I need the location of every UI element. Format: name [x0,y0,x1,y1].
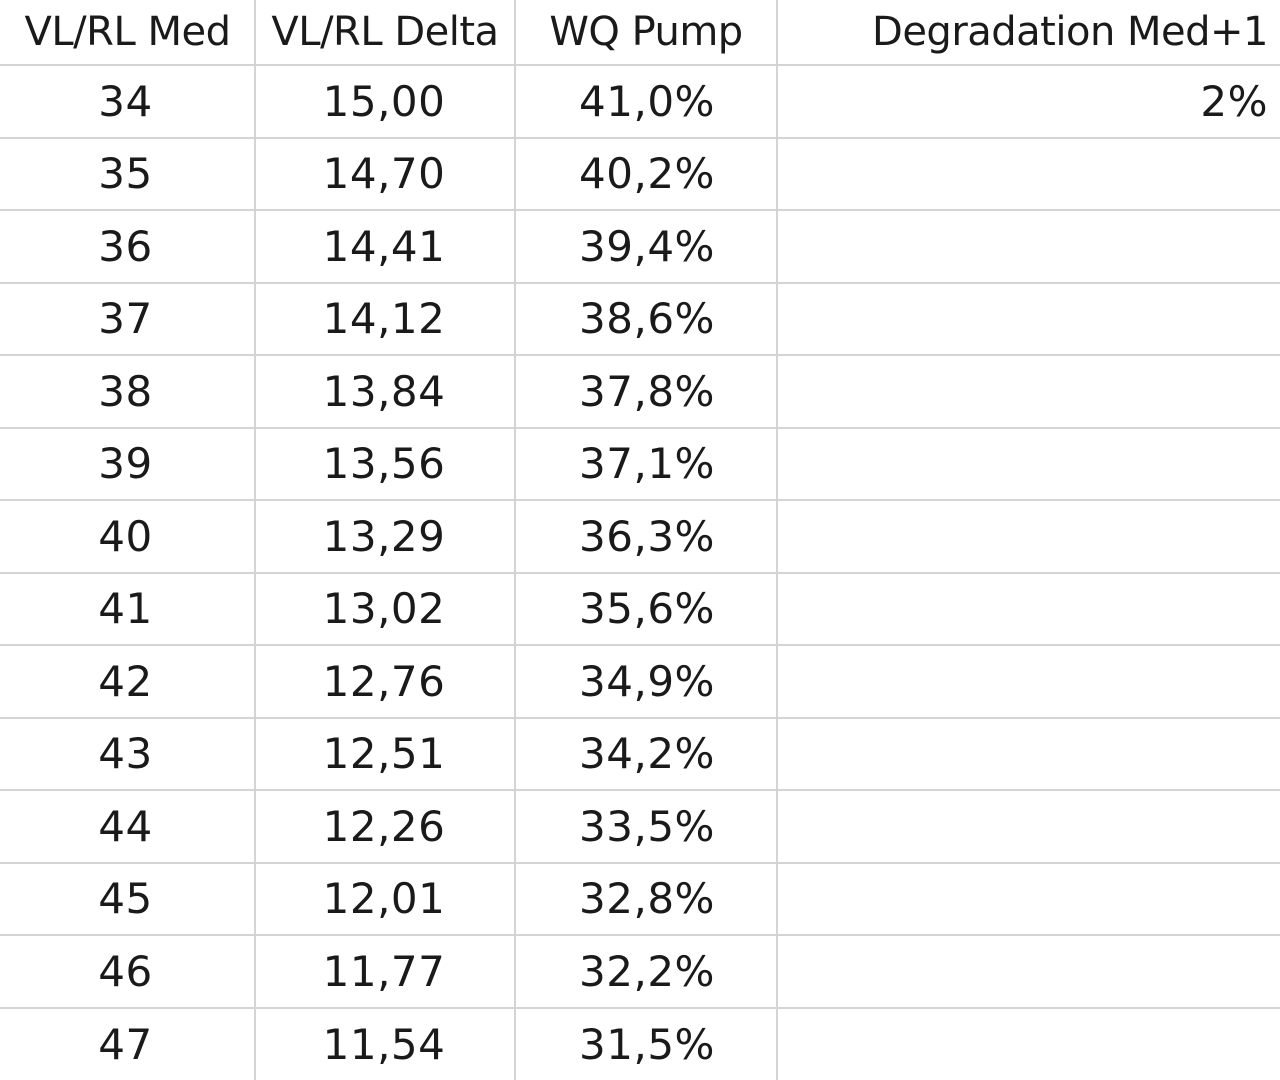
cell-wq-pump[interactable]: 32,8% [579,874,715,924]
cell-degradation[interactable] [777,864,1280,935]
cell-wq-pump[interactable]: 38,6% [579,294,715,344]
header-cell-vl-rl-delta[interactable]: VL/RL Delta [271,9,499,55]
cell-vl-rl-med[interactable]: 46 [98,946,153,996]
cell-vl-rl-med[interactable]: 38 [98,366,153,416]
cell-vl-rl-delta[interactable]: 11,54 [322,1020,446,1070]
cell-vl-rl-delta[interactable]: 12,51 [322,729,446,779]
cell-wq-pump[interactable]: 31,5% [579,1020,715,1070]
cell-vl-rl-delta[interactable]: 14,70 [322,149,446,199]
cell-vl-rl-med[interactable]: 47 [98,1020,153,1070]
cell-vl-rl-delta[interactable]: 14,12 [322,294,446,344]
table-row: 42 12,76 34,9% [0,646,1280,719]
cell-vl-rl-delta[interactable]: 13,29 [322,511,446,561]
table-row: 44 12,26 33,5% [0,791,1280,864]
cell-degradation[interactable] [777,429,1280,500]
cell-degradation[interactable] [777,936,1280,1007]
cell-wq-pump[interactable]: 41,0% [579,76,715,126]
cell-vl-rl-delta[interactable]: 13,84 [322,366,446,416]
cell-vl-rl-med[interactable]: 37 [98,294,153,344]
cell-vl-rl-delta[interactable]: 12,76 [322,656,446,706]
cell-vl-rl-med[interactable]: 41 [98,584,153,634]
cell-wq-pump[interactable]: 34,9% [579,656,715,706]
table-row: 45 12,01 32,8% [0,864,1280,936]
cell-degradation[interactable] [777,139,1280,210]
cell-wq-pump[interactable]: 32,2% [579,946,715,996]
table-row: 37 14,12 38,6% [0,284,1280,356]
cell-degradation[interactable] [777,211,1280,282]
cell-vl-rl-delta[interactable]: 13,02 [322,584,446,634]
cell-degradation[interactable] [777,356,1280,427]
cell-vl-rl-delta[interactable]: 11,77 [322,946,446,996]
cell-wq-pump[interactable]: 33,5% [579,801,715,851]
cell-vl-rl-delta[interactable]: 14,41 [322,221,446,271]
cell-vl-rl-med[interactable]: 44 [98,801,153,851]
table-row: 35 14,70 40,2% [0,139,1280,211]
table-row: 34 15,00 41,0% 2% [0,66,1280,139]
cell-degradation[interactable] [777,791,1280,862]
cell-vl-rl-delta[interactable]: 12,01 [322,874,446,924]
cell-vl-rl-med[interactable]: 39 [98,439,153,489]
cell-wq-pump[interactable]: 37,1% [579,439,715,489]
cell-degradation[interactable] [777,719,1280,790]
cell-wq-pump[interactable]: 34,2% [579,729,715,779]
header-cell-wq-pump[interactable]: WQ Pump [549,9,743,55]
cell-wq-pump[interactable]: 39,4% [579,221,715,271]
cell-vl-rl-delta[interactable]: 15,00 [322,76,446,126]
cell-vl-rl-med[interactable]: 45 [98,874,153,924]
cell-vl-rl-delta[interactable]: 12,26 [322,801,446,851]
cell-wq-pump[interactable]: 40,2% [579,149,715,199]
cell-vl-rl-delta[interactable]: 13,56 [322,439,446,489]
table-row: 36 14,41 39,4% [0,211,1280,284]
column-divider [514,0,516,1080]
header-cell-degradation[interactable]: Degradation Med+1 [872,9,1268,55]
cell-vl-rl-med[interactable]: 36 [98,221,153,271]
column-divider [776,0,778,1080]
table-row: 39 13,56 37,1% [0,429,1280,501]
table-row: 40 13,29 36,3% [0,501,1280,574]
cell-wq-pump[interactable]: 37,8% [579,366,715,416]
cell-degradation[interactable] [777,646,1280,717]
cell-vl-rl-med[interactable]: 34 [98,76,153,126]
header-row: VL/RL Med VL/RL Delta WQ Pump Degradatio… [0,0,1280,66]
cell-vl-rl-med[interactable]: 42 [98,656,153,706]
header-cell-vl-rl-med[interactable]: VL/RL Med [24,9,231,55]
table-row: 46 11,77 32,2% [0,936,1280,1009]
cell-vl-rl-med[interactable]: 43 [98,729,153,779]
cell-wq-pump[interactable]: 35,6% [579,584,715,634]
cell-vl-rl-med[interactable]: 35 [98,149,153,199]
cell-degradation[interactable] [777,284,1280,355]
cell-vl-rl-med[interactable]: 40 [98,511,153,561]
table-row: 41 13,02 35,6% [0,574,1280,646]
cell-degradation[interactable] [777,1009,1280,1080]
table-row: 43 12,51 34,2% [0,719,1280,791]
table-row: 38 13,84 37,8% [0,356,1280,429]
cell-degradation[interactable] [777,501,1280,572]
column-divider [254,0,256,1080]
cell-degradation[interactable]: 2% [1200,76,1268,126]
table-row: 47 11,54 31,5% [0,1009,1280,1080]
cell-wq-pump[interactable]: 36,3% [579,511,715,561]
cell-degradation[interactable] [777,574,1280,645]
